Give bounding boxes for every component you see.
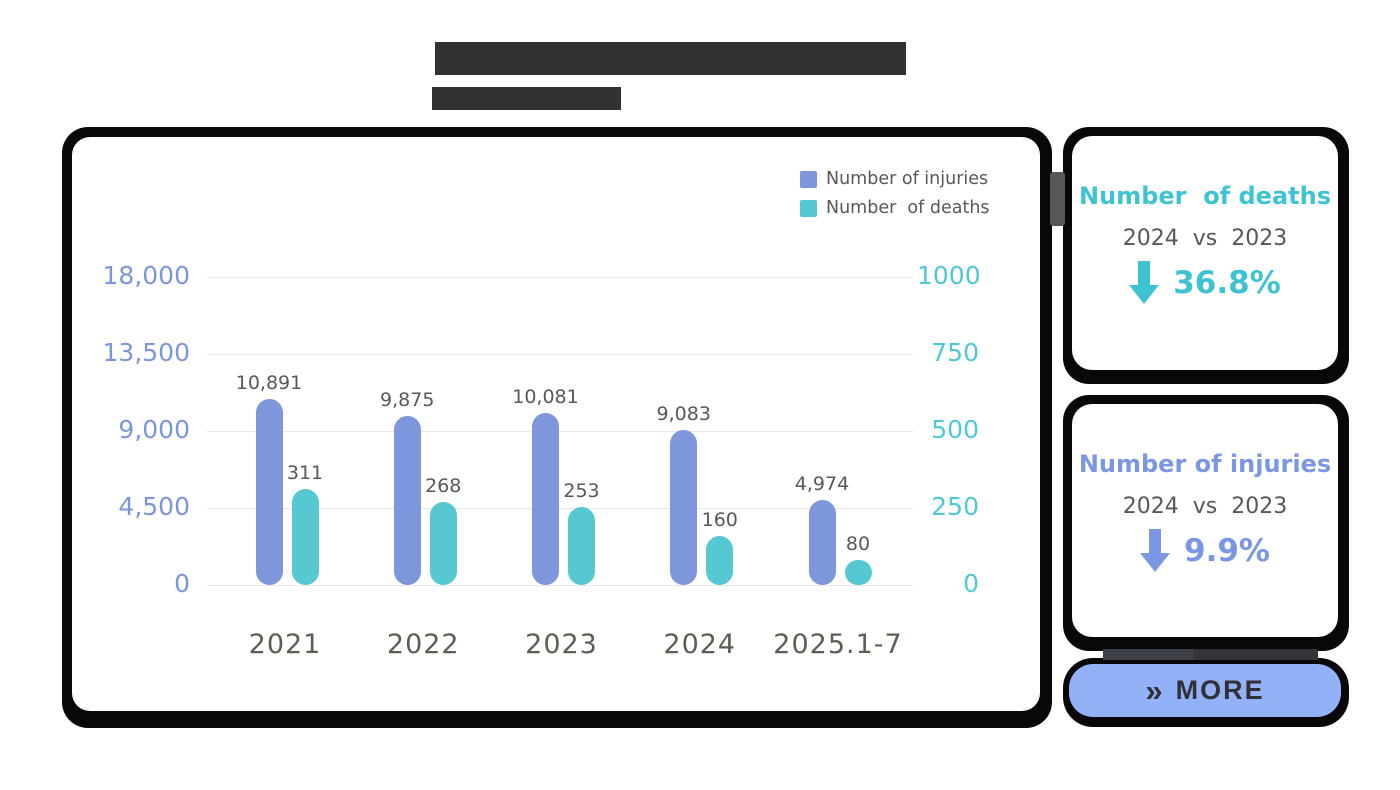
deaths-legend-swatch	[800, 199, 817, 217]
y-axis-left-tick: 9,000	[118, 415, 190, 444]
deaths-bar	[844, 560, 872, 585]
dark-divider-bar	[1103, 649, 1318, 660]
injuries-bar	[670, 429, 698, 585]
y-axis-left: 18,000 13,500 9,000 4,500 0	[72, 261, 190, 598]
deaths-bar	[291, 489, 319, 585]
injuries-stat-compare: 2024 vs 2023	[1122, 494, 1288, 519]
injuries-bar-value: 10,891	[235, 371, 303, 394]
double-chevron-right-icon: »	[1145, 673, 1163, 708]
injuries-bar	[808, 499, 836, 585]
gridline	[207, 585, 913, 586]
deaths-stat-delta-row: 36.8%	[1129, 261, 1281, 305]
legend-item-deaths[interactable]: Number of deaths	[800, 198, 990, 218]
down-arrow-icon	[1140, 529, 1170, 573]
deaths-stat-delta: 36.8%	[1173, 265, 1281, 301]
injuries-stat-card: Number of injuries 2024 vs 2023 9.9%	[1072, 404, 1338, 637]
y-axis-right-tick: 250	[931, 492, 979, 521]
injuries-legend-label: Number of injuries	[826, 169, 989, 189]
injuries-stat-card-frame: Number of injuries 2024 vs 2023 9.9%	[1063, 395, 1349, 651]
y-axis-right-tick: 0	[963, 569, 979, 598]
deaths-stat-card-frame: Number of deaths 2024 vs 2023 36.8%	[1063, 127, 1349, 384]
y-axis-left-tick: 0	[174, 569, 190, 598]
deaths-bar	[429, 502, 457, 585]
chart-card: Number of injuries Number of deaths 18,0…	[72, 137, 1040, 711]
plot-area: 10,891 311 2021 9,875 268 2022 10,081 253 2023 9,…	[207, 277, 913, 660]
more-button[interactable]: » MORE	[1069, 664, 1341, 717]
deaths-legend-label: Number of deaths	[826, 198, 990, 218]
deaths-bar	[568, 507, 595, 585]
injuries-stat-title: Number of injuries	[1078, 450, 1332, 478]
injuries-stat-delta-row: 9.9%	[1140, 529, 1270, 573]
gridline	[207, 508, 913, 509]
chart-card-frame: Number of injuries Number of deaths 18,0…	[62, 127, 1052, 728]
gridline	[207, 354, 913, 355]
deaths-stat-card: Number of deaths 2024 vs 2023 36.8%	[1072, 136, 1338, 370]
scrollbar-thumb[interactable]	[1050, 172, 1065, 226]
injuries-bar-value: 10,081	[512, 385, 579, 408]
redacted-title-block	[435, 42, 906, 75]
gridline	[207, 431, 913, 432]
injuries-stat-delta: 9.9%	[1184, 533, 1270, 569]
y-axis-right-tick: 1000	[917, 261, 981, 290]
y-axis-left-tick: 4,500	[118, 492, 190, 521]
injuries-legend-swatch	[800, 170, 817, 188]
y-axis-right-tick: 500	[931, 415, 979, 444]
y-axis-left-tick: 18,000	[102, 261, 190, 290]
chart-legend: Number of injuries Number of deaths	[800, 169, 990, 218]
deaths-bar-value: 253	[563, 480, 600, 503]
redacted-subtitle-block	[432, 87, 621, 110]
injuries-bar-value: 4,974	[794, 472, 850, 495]
injuries-bar	[393, 416, 421, 585]
x-axis-tick: 2023	[525, 629, 598, 660]
deaths-bar-value: 160	[701, 508, 738, 531]
deaths-stat-compare: 2024 vs 2023	[1122, 226, 1288, 251]
y-axis-right-tick: 750	[931, 338, 979, 367]
more-button-frame: » MORE	[1063, 658, 1349, 727]
injuries-bar-value: 9,083	[656, 402, 711, 425]
x-axis-tick: 2024	[663, 629, 737, 660]
down-arrow-icon	[1129, 261, 1160, 305]
legend-item-injuries[interactable]: Number of injuries	[800, 169, 990, 189]
deaths-bar-value: 268	[425, 475, 462, 498]
injuries-bar	[532, 412, 559, 585]
x-axis-tick: 2021	[248, 629, 322, 660]
more-button-label: MORE	[1175, 675, 1265, 705]
y-axis-right: 1000 750 500 250 0	[917, 261, 981, 598]
deaths-bar-value: 311	[286, 462, 324, 485]
y-axis-left-tick: 13,500	[102, 338, 190, 367]
injuries-bar-value: 9,875	[380, 389, 435, 412]
deaths-stat-title: Number of deaths	[1079, 182, 1331, 210]
x-axis-tick: 2025.1-7	[773, 629, 903, 660]
injuries-bar	[255, 398, 283, 585]
gridline	[207, 277, 913, 278]
deaths-bar	[706, 535, 734, 585]
x-axis-tick: 2022	[386, 629, 460, 660]
deaths-bar-value: 80	[845, 533, 871, 556]
